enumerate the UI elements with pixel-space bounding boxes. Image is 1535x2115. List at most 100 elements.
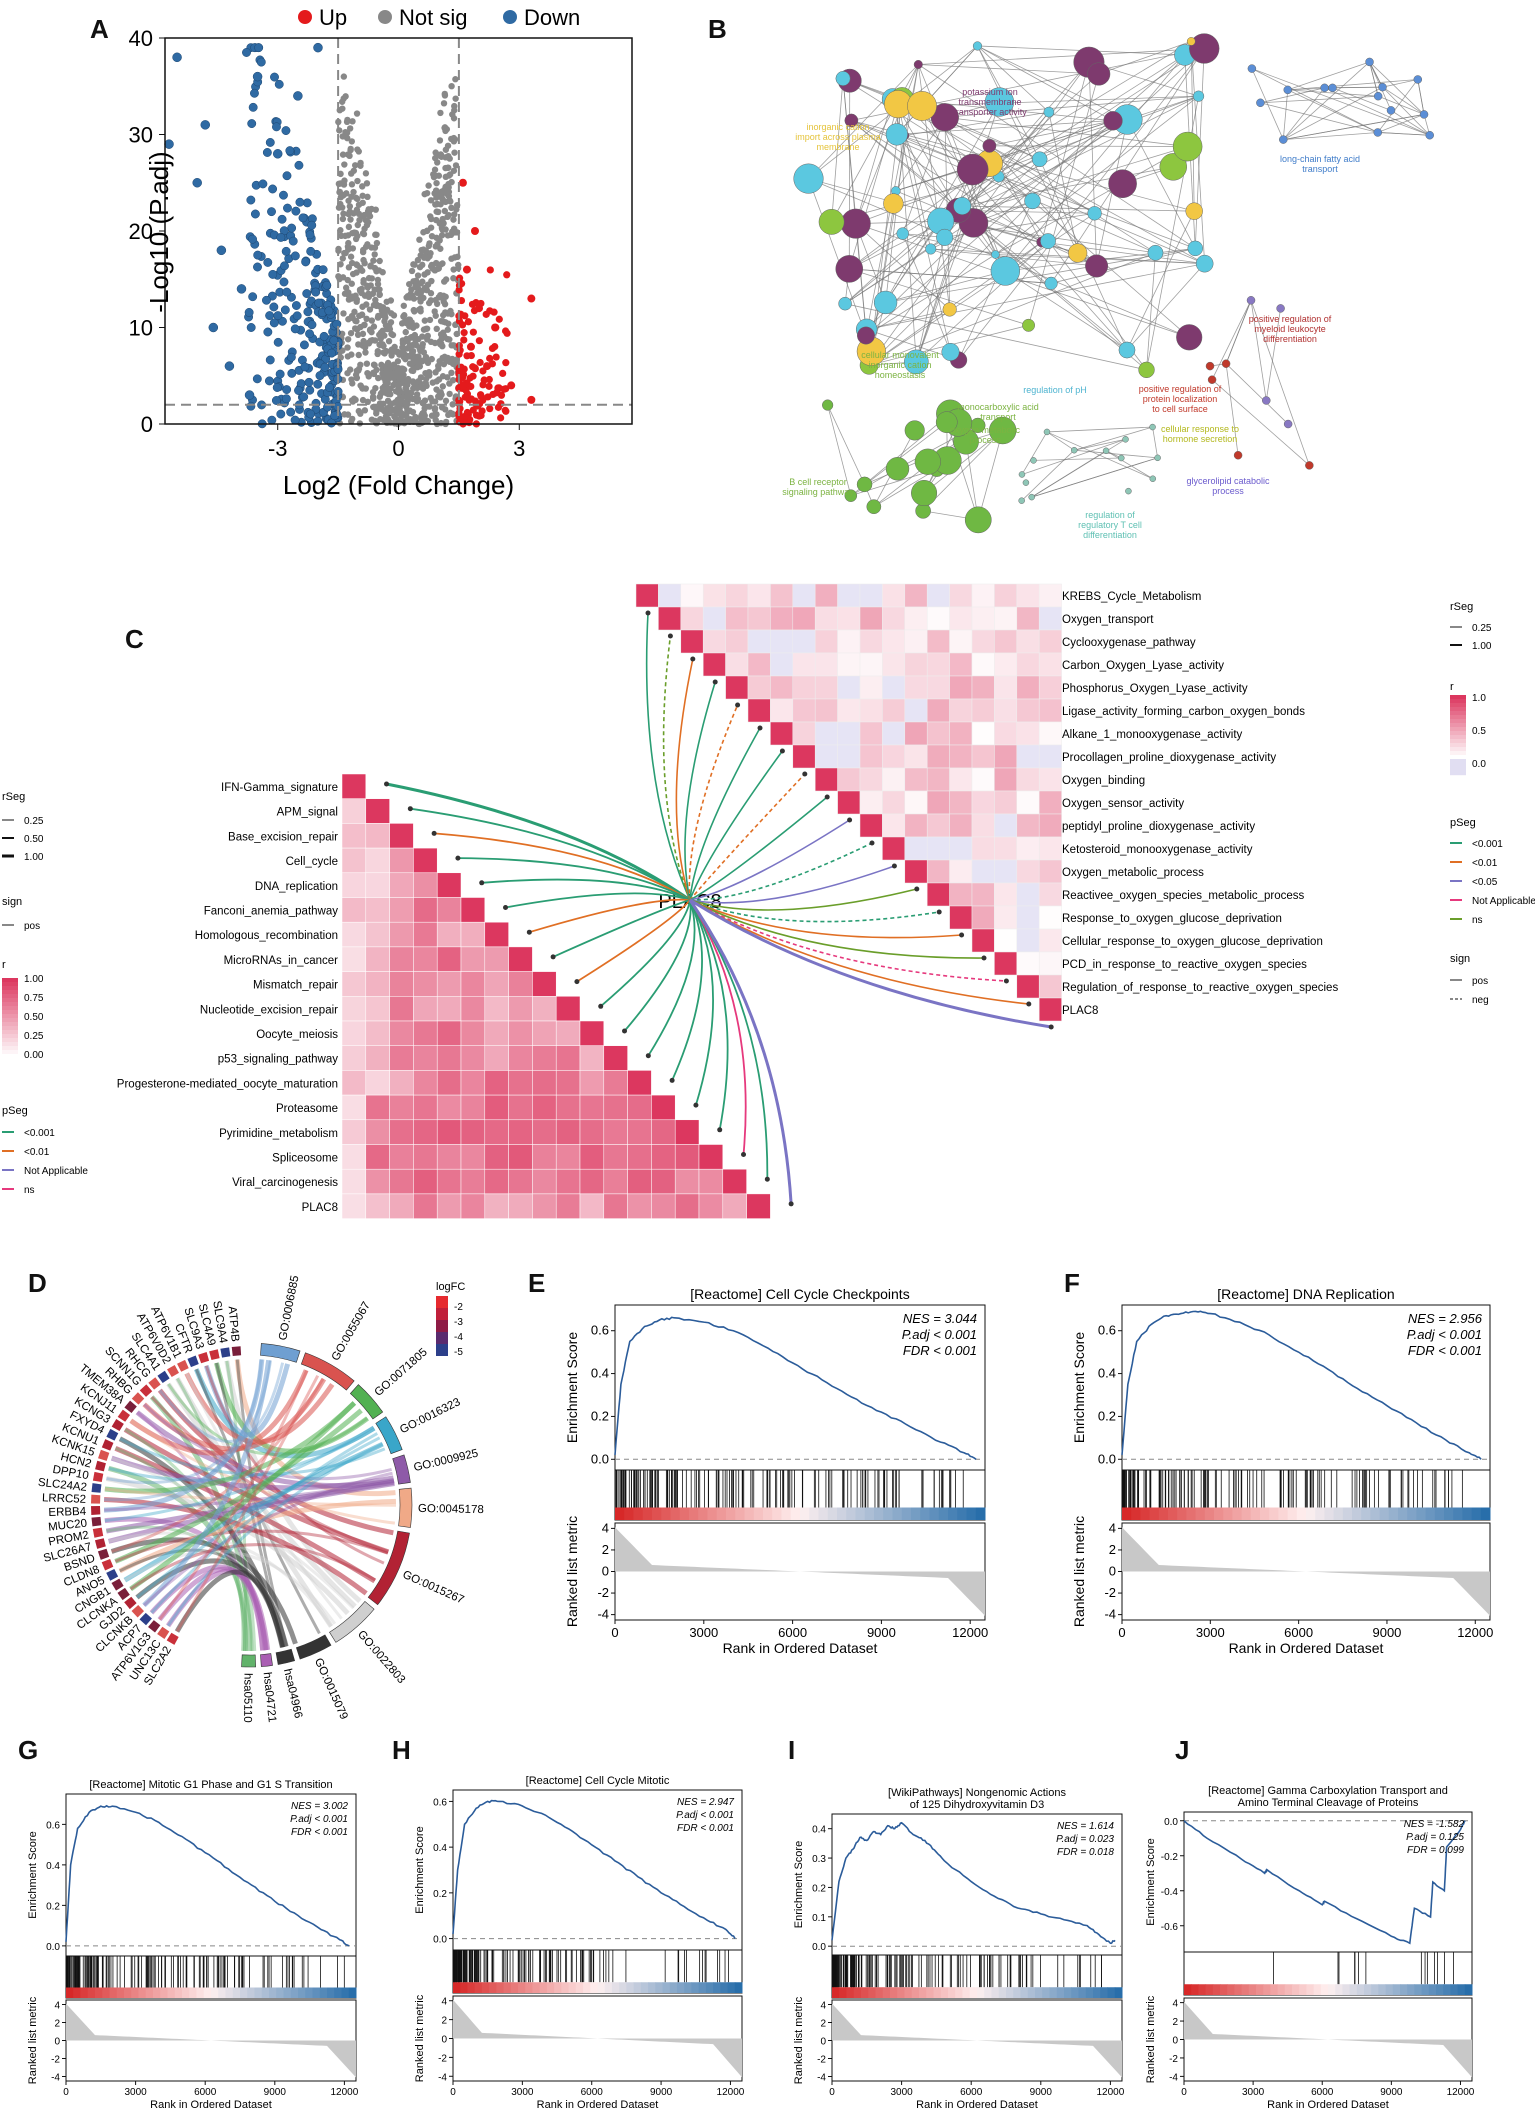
- volcano-point-notsig: [441, 207, 449, 215]
- gsea-rank-band: [911, 1987, 920, 1998]
- volcano-point-notsig: [433, 179, 440, 187]
- gsea-rank-band: [763, 1507, 773, 1520]
- network-node: [840, 208, 871, 239]
- volcano-point-up: [480, 376, 488, 384]
- network-node: [1189, 33, 1220, 64]
- corr-right-cell: [792, 606, 816, 631]
- gsea-xlabel: Rank in Ordered Dataset: [1229, 1640, 1384, 1656]
- corr-left-row-label: Cell_cycle: [286, 856, 338, 868]
- corr-left-r-colorbar: [2, 998, 18, 1003]
- network-node: [1070, 446, 1078, 454]
- network-node: [1068, 243, 1088, 263]
- volcano-point-up: [486, 405, 494, 413]
- gsea-rank-band: [1241, 1984, 1250, 1995]
- gsea-rank-band: [1234, 1984, 1243, 1995]
- chord-ribbon: [104, 1359, 265, 1513]
- volcano-point-down: [267, 415, 277, 425]
- corr-right-cell: [1016, 951, 1040, 976]
- corr-right-cell: [658, 606, 682, 631]
- gsea-metric-tick-label: 0: [820, 2037, 826, 2048]
- corr-right-link-end: [891, 863, 897, 869]
- volcano-point-notsig: [353, 318, 360, 325]
- volcano-point-notsig: [344, 353, 352, 360]
- network-edge: [1250, 300, 1267, 401]
- volcano-point-up: [458, 178, 467, 187]
- volcano-point-notsig: [363, 180, 371, 187]
- volcano-point-down: [265, 355, 275, 365]
- volcano-point-notsig: [350, 395, 358, 402]
- corr-left-cell: [413, 1094, 438, 1121]
- volcano-point-notsig: [344, 276, 351, 284]
- volcano-point-down: [305, 230, 315, 240]
- corr-left-cell: [341, 1193, 367, 1219]
- gsea-metric-tick-label: 0: [54, 2037, 60, 2048]
- network-edge: [930, 248, 1205, 265]
- gsea-rank-band: [713, 1982, 721, 1993]
- gsea-ytick-label: 0.2: [46, 1901, 60, 1912]
- chord-gene-block: [111, 1578, 124, 1591]
- network-edge: [866, 263, 1205, 330]
- volcano-point-notsig: [375, 267, 383, 274]
- gsea-rank-band: [73, 1987, 81, 1998]
- volcano-point-down: [287, 223, 297, 233]
- corr-right-cell: [926, 813, 950, 838]
- corr-right-cell: [859, 629, 883, 654]
- network-edge: [944, 116, 1188, 147]
- chord-gene-label: SLC24A2: [37, 1477, 87, 1494]
- corr-right-link: [689, 819, 851, 901]
- gsea-rank-band: [1434, 1507, 1445, 1520]
- gsea-xtick-label: 12000: [1457, 1625, 1493, 1640]
- volcano-point-down: [290, 415, 300, 425]
- volcano-point-notsig: [452, 76, 459, 83]
- volcano-point-notsig: [345, 223, 353, 231]
- gsea-ytick-label: 0.4: [46, 1861, 60, 1872]
- corr-right-cell: [1016, 767, 1040, 792]
- gsea-rank-band: [744, 1507, 755, 1520]
- network-edge: [1382, 86, 1425, 115]
- gsea-rank-band: [568, 1982, 577, 1993]
- volcano-point-notsig: [353, 110, 361, 117]
- gsea-rank-band: [460, 1982, 468, 1993]
- volcano-point-notsig: [363, 360, 371, 367]
- corr-left-cell: [436, 971, 462, 997]
- corr-right-r-colorbar: [1450, 735, 1466, 740]
- corr-right-cell: [1038, 813, 1062, 838]
- corr-right-cell: [859, 767, 883, 792]
- network-node: [1118, 454, 1125, 462]
- corr-right-r-colorbar: [1450, 715, 1466, 720]
- volcano-point-down: [318, 265, 328, 275]
- volcano-point-notsig: [367, 337, 374, 344]
- network-label: inorganic cation import across plasma memb…: [795, 122, 881, 152]
- corr-left-cell: [413, 1045, 438, 1071]
- network-node: [1043, 106, 1055, 118]
- volcano-point-down: [303, 307, 313, 317]
- corr-right-link-end: [1026, 1001, 1032, 1007]
- gsea-ylabel-bottom: Ranked list metric: [1145, 1995, 1157, 2083]
- corr-left-cell: [389, 946, 414, 972]
- volcano-point-notsig: [348, 280, 355, 287]
- network-node: [857, 326, 875, 345]
- corr-left-cell: [389, 897, 414, 923]
- corr-right-cell: [949, 675, 973, 700]
- corr-right-cell: [994, 583, 1018, 608]
- volcano-point-down: [273, 311, 283, 321]
- corr-right-cell: [747, 629, 771, 654]
- corr-right-row-label: Response_to_oxygen_glucose_deprivation: [1062, 913, 1282, 925]
- corr-right-cell: [814, 583, 838, 608]
- corr-right-row-label: PLAC8: [1062, 1005, 1098, 1017]
- gsea-rank-band: [655, 1982, 664, 1993]
- volcano-point-notsig: [344, 411, 352, 418]
- volcano-point-down: [320, 362, 330, 372]
- volcano-point-up: [469, 406, 477, 414]
- volcano-point-up: [503, 271, 511, 279]
- volcano-point-notsig: [381, 332, 388, 339]
- gsea-stat: FDR = 0.018: [1057, 1847, 1114, 1858]
- corr-right-cell: [882, 744, 906, 769]
- volcano-point-notsig: [400, 313, 407, 320]
- volcano-point-notsig: [437, 331, 445, 338]
- network-node: [835, 71, 851, 86]
- gsea-rank-band: [1122, 1507, 1132, 1520]
- network-node: [913, 60, 923, 70]
- volcano-point-down: [172, 52, 182, 63]
- corr-right-cell: [725, 629, 749, 654]
